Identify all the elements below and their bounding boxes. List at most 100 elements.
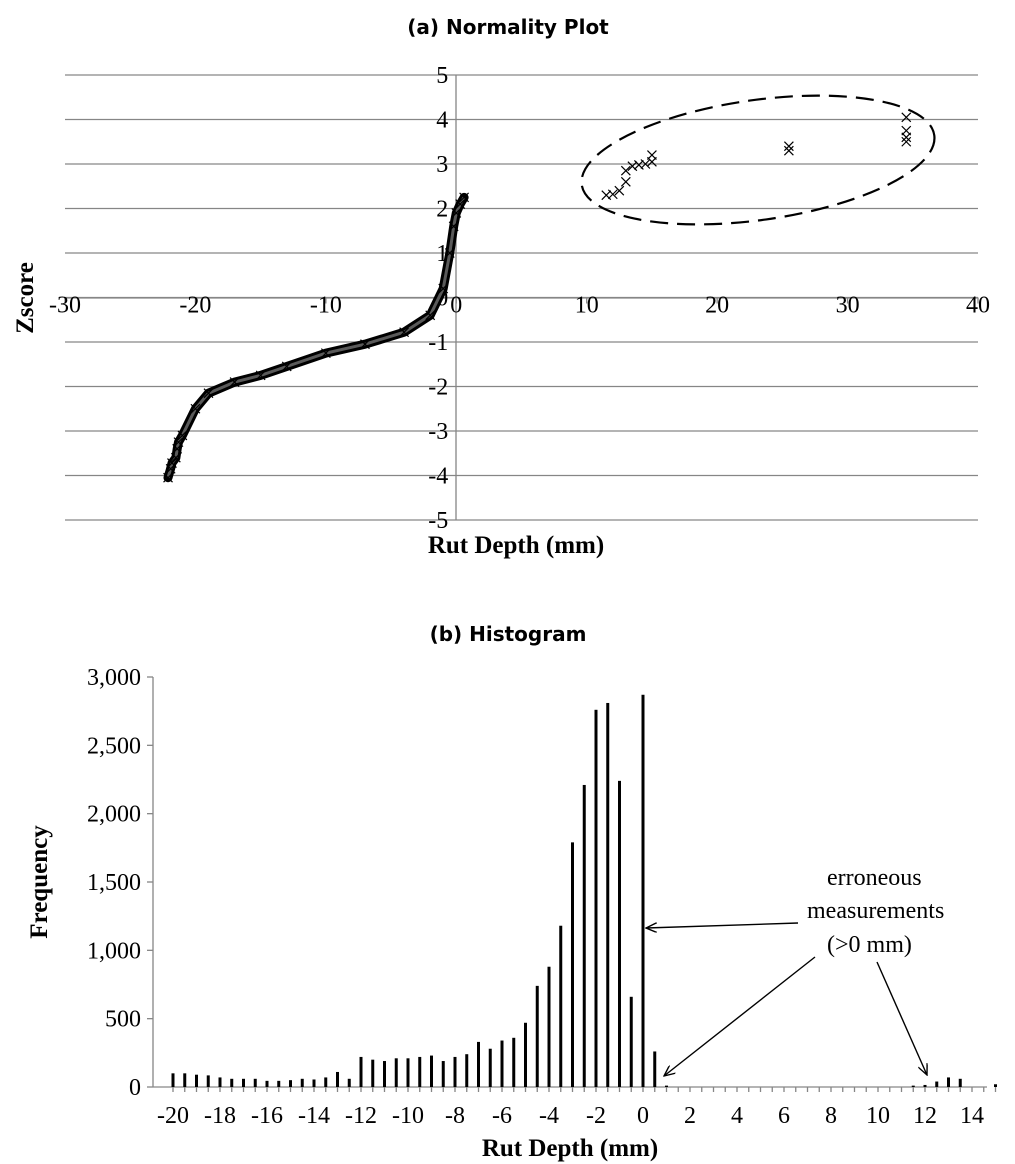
annotation-arrow-2 — [664, 956, 816, 1076]
histogram-bar — [324, 1077, 328, 1087]
histogram-x-minor-ticks — [172, 1087, 997, 1092]
data-point — [459, 192, 470, 203]
data-point — [190, 403, 201, 414]
annotation-arrow-1 — [646, 922, 799, 928]
histogram-bar — [500, 1040, 504, 1087]
histogram: (b) Histogram 3,000 2,500 2,000 1,500 1,000 5… — [26, 622, 997, 1162]
data-point — [901, 136, 912, 147]
histogram-bar — [300, 1078, 304, 1087]
histogram-bar — [512, 1037, 516, 1087]
histogram-y-tick-labels: 3,000 2,500 2,000 1,500 1,000 500 0 — [87, 665, 153, 1101]
histogram-bar — [347, 1078, 351, 1087]
histogram-bar — [359, 1056, 363, 1087]
histogram-bar — [618, 780, 621, 1087]
data-point — [255, 370, 266, 381]
y-tick-label: 2,000 — [87, 802, 141, 828]
histogram-bar — [289, 1080, 292, 1087]
histogram-bar — [336, 1071, 339, 1087]
data-point — [173, 437, 184, 448]
y-tick-label: -1 — [428, 330, 448, 356]
histogram-y-axis-title: Frequency — [26, 825, 53, 939]
histogram-bar — [524, 1022, 527, 1087]
histogram-bar — [923, 1084, 927, 1087]
x-tick-label: -10 — [392, 1103, 424, 1129]
histogram-bar — [171, 1073, 175, 1087]
data-point — [620, 165, 631, 176]
histogram-bar — [477, 1041, 480, 1087]
histogram-bar — [312, 1079, 316, 1087]
histogram-bar — [641, 694, 645, 1087]
histogram-bar — [253, 1078, 257, 1087]
y-tick-label: 4 — [436, 108, 448, 134]
x-tick-label: 10 — [575, 293, 599, 319]
annotation-line-3: (>0 mm) — [827, 932, 912, 958]
x-tick-label: 20 — [705, 293, 729, 319]
data-point — [320, 348, 331, 359]
y-tick-label: 0 — [129, 1075, 141, 1101]
histogram-title: (b) Histogram — [430, 622, 587, 646]
data-point — [165, 463, 176, 474]
data-point — [901, 112, 912, 123]
x-tick-label: 6 — [778, 1103, 790, 1129]
x-tick-label: 30 — [836, 293, 860, 319]
histogram-x-axis-title: Rut Depth (mm) — [482, 1135, 658, 1162]
x-tick-label: -16 — [251, 1103, 283, 1129]
histogram-bar — [958, 1078, 962, 1087]
x-tick-label: -18 — [204, 1103, 236, 1129]
annotation: erroneous measurements (>0 mm) — [646, 865, 944, 1076]
x-tick-label: 4 — [731, 1103, 743, 1129]
data-point — [647, 150, 657, 161]
data-point — [640, 159, 651, 169]
histogram-bar — [582, 784, 586, 1087]
x-tick-label: 12 — [913, 1103, 937, 1129]
histogram-bar — [547, 966, 551, 1087]
data-point — [783, 145, 794, 156]
histogram-bar — [606, 702, 610, 1087]
data-point — [177, 430, 188, 441]
histogram-bar — [571, 842, 574, 1087]
histogram-bar — [218, 1077, 222, 1087]
histogram-bar — [947, 1077, 950, 1087]
histogram-bar — [394, 1058, 398, 1087]
x-tick-label: -30 — [49, 293, 81, 319]
x-tick-label: 40 — [966, 293, 990, 319]
normality-plot-title: (a) Normality Plot — [407, 15, 609, 39]
data-point — [170, 452, 181, 463]
x-tick-label: 2 — [684, 1103, 696, 1129]
annotation-arrow-3 — [876, 961, 927, 1075]
data-point — [425, 310, 436, 321]
data-point — [448, 221, 459, 232]
histogram-bar — [277, 1080, 281, 1087]
y-tick-label: 500 — [105, 1007, 141, 1033]
normality-plot-y-axis-title: Zscore — [12, 262, 39, 334]
y-tick-label: 1,000 — [87, 938, 141, 964]
y-tick-label: 1,500 — [87, 870, 141, 896]
histogram-bar — [242, 1078, 245, 1087]
x-tick-label: -4 — [539, 1103, 559, 1129]
histogram-bar — [559, 925, 563, 1087]
histogram-bar — [406, 1058, 410, 1087]
data-point — [438, 283, 449, 294]
histogram-bar — [418, 1056, 422, 1087]
x-tick-label: 0 — [637, 1103, 649, 1129]
outlier-ellipse — [580, 94, 936, 226]
data-point — [163, 472, 173, 483]
data-point — [901, 125, 912, 136]
x-tick-label: -6 — [492, 1103, 512, 1129]
data-point — [281, 361, 292, 372]
histogram-bar — [453, 1056, 457, 1087]
x-tick-label: -8 — [445, 1103, 465, 1129]
histogram-bar — [653, 1051, 657, 1087]
y-tick-label: 5 — [436, 63, 448, 89]
normality-plot: (a) Normality Plot -30 -20 -10 0 10 20 30 40 5 4… — [12, 15, 990, 559]
histogram-bars — [171, 694, 997, 1087]
histogram-bar — [183, 1073, 187, 1087]
histogram-bar — [430, 1055, 433, 1087]
y-tick-label: 2,500 — [87, 733, 141, 759]
histogram-bar — [441, 1061, 445, 1087]
histogram-bar — [265, 1080, 269, 1087]
y-tick-label: -4 — [428, 464, 448, 490]
x-tick-label: -12 — [345, 1103, 377, 1129]
histogram-bar — [594, 709, 598, 1087]
x-tick-label: -20 — [179, 293, 211, 319]
